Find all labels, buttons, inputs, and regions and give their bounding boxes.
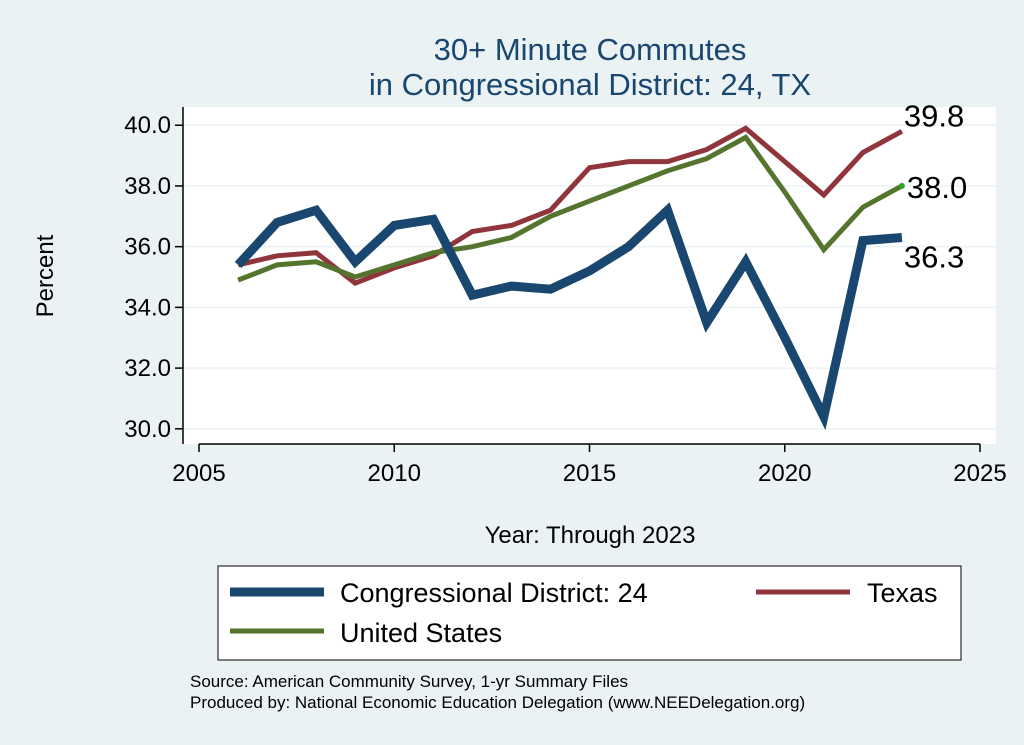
- x-tick-label: 2010: [368, 460, 421, 487]
- x-axis-title: Year: Through 2023: [485, 522, 696, 549]
- y-tick-label: 40.0: [124, 112, 171, 139]
- y-tick-label: 36.0: [124, 234, 171, 261]
- end-label-us: 38.0: [907, 170, 967, 205]
- end-label-texas: 39.8: [904, 98, 964, 133]
- chart-title-line-2: in Congressional District: 24, TX: [369, 67, 812, 102]
- legend-box: [217, 565, 962, 661]
- legend-label-us: United States: [340, 618, 502, 648]
- chart-title-line-1: 30+ Minute Commutes: [434, 32, 747, 67]
- source-line-1: Source: American Community Survey, 1-yr …: [190, 672, 628, 691]
- legend-label-texas: Texas: [867, 578, 938, 608]
- legend: Congressional District: 24 Texas United …: [217, 565, 962, 661]
- y-tick-label: 38.0: [124, 173, 171, 200]
- y-tick-label: 30.0: [124, 416, 171, 443]
- y-tick-label: 34.0: [124, 294, 171, 321]
- y-tick-label: 32.0: [124, 355, 171, 382]
- source-line-2: Produced by: National Economic Education…: [190, 693, 805, 712]
- series-line-texas: [237, 125, 904, 286]
- series-line-district: [234, 202, 903, 431]
- x-tick-label: 2005: [172, 460, 225, 487]
- gridlines: [183, 124, 996, 430]
- x-tick-label: 2015: [563, 460, 616, 487]
- x-tick-label: 2025: [953, 460, 1006, 487]
- end-labels: 36.3 39.8 38.0: [904, 98, 967, 274]
- axes: 30.0 32.0 34.0 36.0 38.0 40.0 2005 2010 2015 2020…: [124, 107, 1007, 487]
- series-end-point-us: [898, 182, 905, 189]
- x-tick-label: 2020: [758, 460, 811, 487]
- y-axis-title: Percent: [32, 234, 59, 317]
- series-lines: [234, 125, 905, 431]
- series-line-us: [237, 134, 904, 283]
- end-label-district: 36.3: [904, 240, 964, 275]
- legend-label-district: Congressional District: 24: [340, 578, 648, 608]
